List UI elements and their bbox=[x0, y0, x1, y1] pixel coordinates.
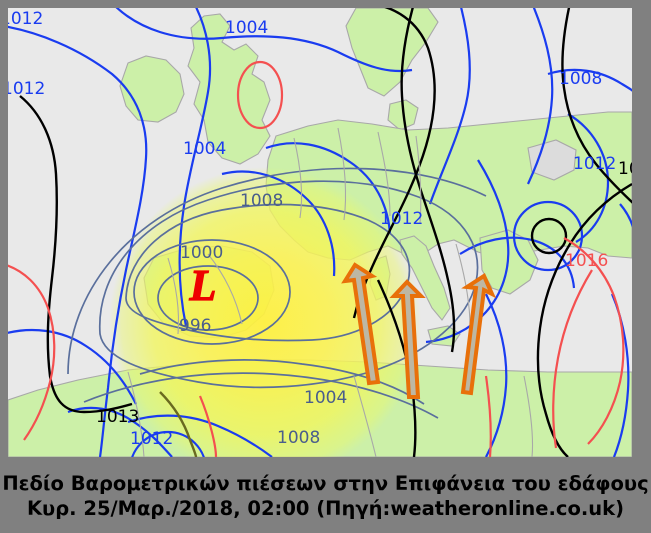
isobar-label: 1008 bbox=[240, 191, 283, 211]
isobar-1008-ne2 bbox=[527, 8, 554, 185]
isobar-1004-mid2 bbox=[265, 142, 392, 235]
isobar-1000 bbox=[133, 239, 291, 345]
isobar-label: 996 bbox=[179, 316, 211, 336]
isobar-red-closed-central bbox=[236, 60, 284, 130]
map-canvas[interactable]: L 1004 1012 1004 1008 1012 10 bbox=[8, 8, 632, 457]
political-borders bbox=[127, 127, 534, 457]
isobar-1013-ne bbox=[352, 8, 436, 319]
land-misc-a bbox=[527, 139, 577, 181]
isobar-1020-s bbox=[198, 395, 218, 457]
isobar-1004-s bbox=[139, 359, 425, 405]
isobar-1004-n bbox=[115, 8, 413, 73]
isobar-1016-e2 bbox=[552, 269, 593, 449]
arrow-center-icon bbox=[389, 279, 426, 399]
isobars-high bbox=[8, 237, 625, 457]
isobar-closed-e bbox=[512, 200, 584, 272]
isobar-1008-s bbox=[83, 372, 439, 419]
isobar-1008-ne bbox=[428, 8, 471, 205]
isobar-label: 1012 bbox=[8, 79, 45, 99]
isobar-1008-se bbox=[485, 293, 508, 457]
land-italy bbox=[399, 235, 451, 321]
isobar-label: 1013 bbox=[96, 407, 139, 427]
isobar-label-group: 1004 1012 1004 1008 1012 10 1008 1012 10… bbox=[8, 9, 632, 449]
isobar-label: 1000 bbox=[180, 243, 223, 263]
isobar-1013-e bbox=[561, 8, 632, 204]
isobar-label: 1012 bbox=[130, 429, 173, 449]
isobars-1013 bbox=[19, 8, 632, 457]
isobar-1013-closed-e bbox=[530, 217, 568, 255]
isobar-1012-nw bbox=[8, 25, 148, 457]
isobar-1008-e bbox=[547, 68, 632, 92]
isobar-closed-s bbox=[131, 430, 205, 457]
isobar-1012-sw bbox=[8, 328, 137, 405]
isobar-label: 1004 bbox=[225, 18, 268, 38]
isobar-1012-sw2 bbox=[67, 406, 173, 457]
isobar-1012-s bbox=[127, 414, 273, 457]
caption-bar: Πεδίο Βαρομετρικών πιέσεων στην Επιφάνει… bbox=[0, 461, 651, 533]
isobar-label: 1008 bbox=[277, 428, 320, 448]
isobar-1004-mid bbox=[221, 170, 336, 277]
map-frame: L 1004 1012 1004 1008 1012 10 bbox=[8, 8, 632, 457]
isobar-label: 1008 bbox=[559, 69, 602, 89]
isobar-label: 1004 bbox=[304, 388, 347, 408]
isobar-1012-e bbox=[567, 113, 610, 243]
isobar-1012-e2 bbox=[425, 159, 510, 344]
isobar-1013-w bbox=[19, 95, 133, 414]
isobar-1008-ring bbox=[98, 180, 479, 389]
isobar-1016-e bbox=[563, 237, 625, 445]
low-pressure-symbol: L bbox=[189, 261, 217, 310]
isobar-996 bbox=[157, 265, 259, 331]
isobar-1013-ne2 bbox=[400, 8, 456, 353]
annotation-arrows bbox=[341, 262, 497, 399]
arrow-east-icon bbox=[460, 273, 497, 396]
isobar-label: 1004 bbox=[183, 139, 226, 159]
low-highlight-circle bbox=[109, 167, 421, 457]
pressure-chart-svg: L 1004 1012 1004 1008 1012 10 bbox=[8, 8, 632, 457]
isobar-1020-s2 bbox=[484, 375, 492, 457]
caption-line-1: Πεδίο Βαρομετρικών πιέσεων στην Επιφάνει… bbox=[2, 472, 649, 496]
isobar-1013-olive bbox=[159, 391, 198, 457]
isobar-label: 1012 bbox=[8, 9, 43, 29]
isobar-1016-w bbox=[8, 264, 56, 441]
isobar-label: 10 bbox=[618, 159, 632, 179]
caption-line-2: Κυρ. 25/Μαρ./2018, 02:00 (Πηγή:weatheron… bbox=[26, 497, 625, 520]
isobar-label: 1012 bbox=[573, 154, 616, 174]
arrow-west-icon bbox=[341, 262, 381, 386]
isobar-label: 1012 bbox=[380, 209, 423, 229]
isobar-label: 1016 bbox=[565, 251, 608, 271]
isobar-1012-se bbox=[619, 203, 632, 228]
isobar-1013-se bbox=[536, 182, 632, 457]
